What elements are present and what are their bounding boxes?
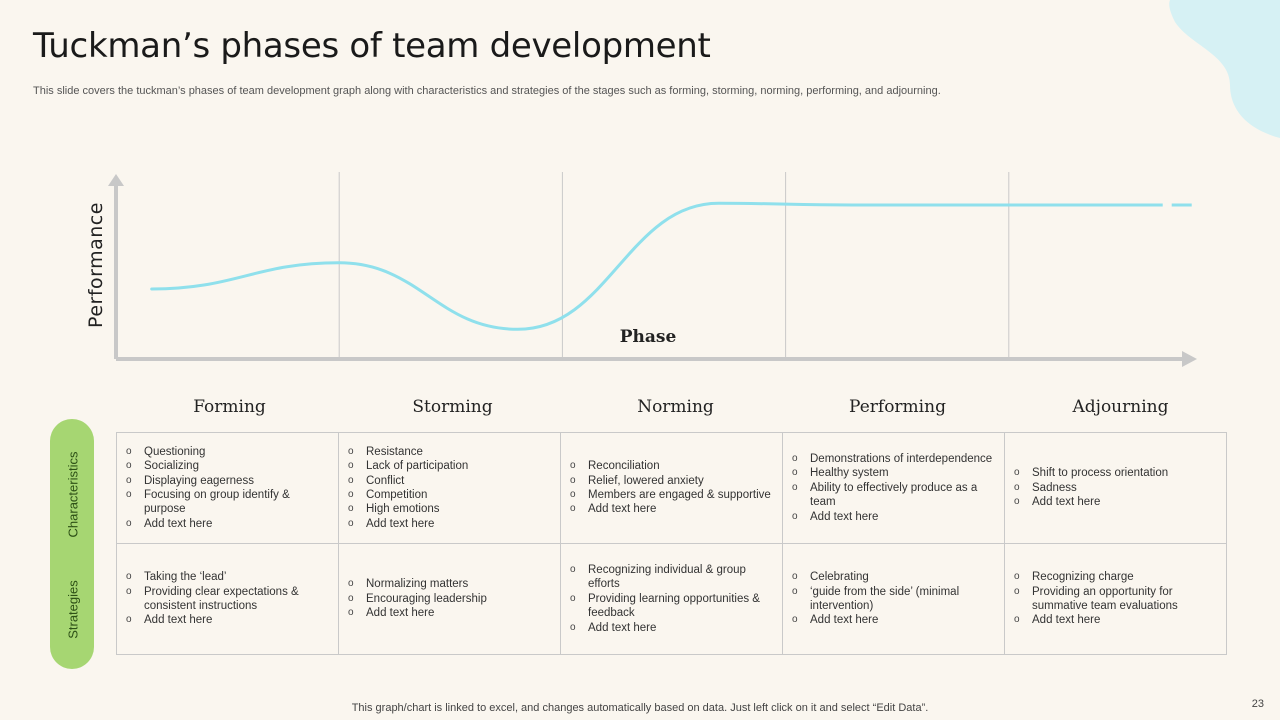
bullet-item: Questioning xyxy=(125,445,330,460)
bullet-list: Recognizing chargeProviding an opportuni… xyxy=(1013,570,1218,628)
bullet-item: ‘guide from the side’ (minimal intervent… xyxy=(791,585,996,614)
bullet-list: Normalizing mattersEncouraging leadershi… xyxy=(347,577,552,621)
bullet-item: Ability to effectively produce as a team xyxy=(791,481,996,510)
bullet-item: Members are engaged & supportive xyxy=(569,488,774,503)
bullet-item: Add text here xyxy=(1013,495,1218,510)
cell-storming-strategies: Normalizing mattersEncouraging leadershi… xyxy=(338,543,561,655)
row-label-characteristics: Characteristics xyxy=(65,451,81,538)
cell-performing-strategies: Celebrating‘guide from the side’ (minima… xyxy=(782,543,1005,655)
phase-header-storming: Storming xyxy=(412,397,493,417)
phase-header-norming: Norming xyxy=(637,397,714,417)
cell-adjourning-strategies: Recognizing chargeProviding an opportuni… xyxy=(1004,543,1227,655)
performance-chart: Performance Phase xyxy=(85,172,1197,367)
bullet-item: Resistance xyxy=(347,445,552,460)
x-axis-label: Phase xyxy=(620,327,677,347)
bullet-item: Healthy system xyxy=(791,466,996,481)
corner-decoration xyxy=(1169,0,1280,138)
bullet-item: Providing clear expectations & consisten… xyxy=(125,585,330,614)
bullet-item: Demonstrations of interdependence xyxy=(791,452,996,467)
phase-header-forming: Forming xyxy=(193,397,266,417)
page-subtitle: This slide covers the tuckman’s phases o… xyxy=(33,85,941,97)
bullet-item: Celebrating xyxy=(791,570,996,585)
bullet-item: Providing an opportunity for summative t… xyxy=(1013,585,1218,614)
bullet-item: Normalizing matters xyxy=(347,577,552,592)
x-axis-arrow xyxy=(1182,351,1197,367)
cell-performing-characteristics: Demonstrations of interdependenceHealthy… xyxy=(782,432,1005,544)
bullet-item: Reconciliation xyxy=(569,459,774,474)
cell-storming-characteristics: ResistanceLack of participationConflictC… xyxy=(338,432,561,544)
page-number: 23 xyxy=(1251,698,1264,710)
cell-forming-characteristics: QuestioningSocializingDisplaying eagerne… xyxy=(116,432,339,544)
bullet-list: ResistanceLack of participationConflictC… xyxy=(347,445,552,532)
bullet-item: Taking the ‘lead’ xyxy=(125,570,330,585)
cell-forming-strategies: Taking the ‘lead’Providing clear expecta… xyxy=(116,543,339,655)
cell-norming-strategies: Recognizing individual & group effortsPr… xyxy=(560,543,783,655)
bullet-item: Providing learning opportunities & feedb… xyxy=(569,592,774,621)
bullet-item: Add text here xyxy=(347,517,552,532)
bullet-item: Displaying eagerness xyxy=(125,474,330,489)
bullet-list: Recognizing individual & group effortsPr… xyxy=(569,563,774,635)
corner-blob-shape xyxy=(1169,0,1280,138)
strategies-row: Taking the ‘lead’Providing clear expecta… xyxy=(116,543,1227,655)
bullet-item: Add text here xyxy=(347,606,552,621)
bullet-item: Add text here xyxy=(569,502,774,517)
bullet-item: Socializing xyxy=(125,459,330,474)
characteristics-row: QuestioningSocializingDisplaying eagerne… xyxy=(116,432,1227,544)
bullet-item: Relief, lowered anxiety xyxy=(569,474,774,489)
phase-header-performing: Performing xyxy=(849,397,946,417)
bullet-item: Encouraging leadership xyxy=(347,592,552,607)
bullet-item: Add text here xyxy=(791,510,996,525)
bullet-list: QuestioningSocializingDisplaying eagerne… xyxy=(125,445,330,532)
row-label-pill xyxy=(50,419,94,669)
bullet-item: Add text here xyxy=(125,517,330,532)
cell-norming-characteristics: ReconciliationRelief, lowered anxietyMem… xyxy=(560,432,783,544)
bullet-item: Recognizing charge xyxy=(1013,570,1218,585)
bullet-item: Sadness xyxy=(1013,481,1218,496)
bullet-item: Lack of participation xyxy=(347,459,552,474)
page-title: Tuckman’s phases of team development xyxy=(33,26,711,66)
y-axis-label: Performance xyxy=(85,202,107,328)
bullet-item: Focusing on group identify & purpose xyxy=(125,488,330,517)
cell-adjourning-characteristics: Shift to process orientationSadnessAdd t… xyxy=(1004,432,1227,544)
bullet-item: Recognizing individual & group efforts xyxy=(569,563,774,592)
bullet-list: Celebrating‘guide from the side’ (minima… xyxy=(791,570,996,628)
phase-header-adjourning: Adjourning xyxy=(1072,397,1169,417)
bullet-item: High emotions xyxy=(347,502,552,517)
bullet-item: Add text here xyxy=(1013,613,1218,628)
y-axis-arrow xyxy=(108,174,124,186)
bullet-list: Taking the ‘lead’Providing clear expecta… xyxy=(125,570,330,628)
bullet-list: ReconciliationRelief, lowered anxietyMem… xyxy=(569,459,774,517)
bullet-list: Shift to process orientationSadnessAdd t… xyxy=(1013,466,1218,510)
footer-note: This graph/chart is linked to excel, and… xyxy=(351,702,929,714)
performance-curve xyxy=(150,201,1145,331)
bullet-item: Conflict xyxy=(347,474,552,489)
row-label-strategies: Strategies xyxy=(65,580,81,639)
bullet-item: Add text here xyxy=(125,613,330,628)
phase-table: QuestioningSocializingDisplaying eagerne… xyxy=(116,432,1227,655)
bullet-list: Demonstrations of interdependenceHealthy… xyxy=(791,452,996,524)
bullet-item: Competition xyxy=(347,488,552,503)
bullet-item: Add text here xyxy=(791,613,996,628)
bullet-item: Shift to process orientation xyxy=(1013,466,1218,481)
bullet-item: Add text here xyxy=(569,621,774,636)
